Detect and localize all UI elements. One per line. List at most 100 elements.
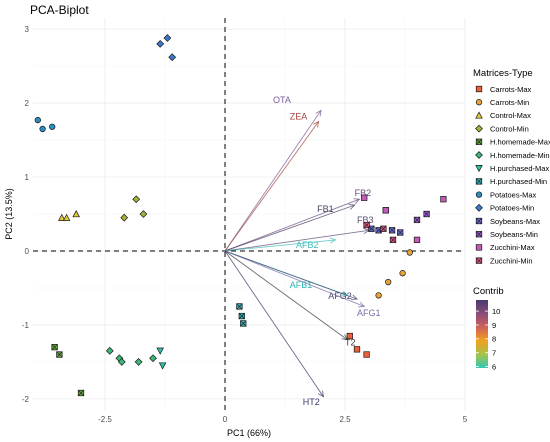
legend-entry: H.purchased-Min bbox=[475, 177, 547, 186]
x-axis-label: PC1 (66%) bbox=[227, 428, 271, 438]
data-point bbox=[51, 343, 58, 351]
legend-label: H.homemade-Min bbox=[490, 151, 550, 160]
legend-label: Zucchini-Min bbox=[490, 256, 533, 265]
y-tick-label: 1 bbox=[25, 173, 30, 182]
data-points bbox=[34, 34, 447, 397]
legend-title: Matrices-Type bbox=[473, 68, 533, 79]
variable-label-ota: OTA bbox=[273, 95, 291, 105]
data-point bbox=[238, 312, 245, 320]
legend-entry: Control-Max bbox=[475, 111, 531, 120]
y-tick-label: -1 bbox=[22, 321, 30, 330]
variable-arrow-afb2 bbox=[224, 237, 337, 252]
variable-label-fb3: FB3 bbox=[357, 215, 374, 225]
data-point bbox=[139, 210, 148, 218]
legend-key bbox=[475, 151, 483, 159]
legend-entry: Control-Min bbox=[475, 124, 529, 133]
legend-matrices-type: Matrices-Type Carrots-Max Carrots-Min Cont… bbox=[473, 68, 550, 265]
legend-entry: Zucchini-Min bbox=[475, 256, 533, 265]
legend-label: Carrots-Min bbox=[490, 98, 529, 107]
data-point bbox=[158, 362, 167, 370]
data-point bbox=[385, 278, 392, 286]
plot-panel: OTA ZEA FB2 FB1 FB3 AFB2 AFB1 AFG2 AFG1 T2 HT2 bbox=[33, 18, 466, 410]
legend-label: Carrots-Max bbox=[490, 85, 532, 94]
data-point bbox=[353, 346, 361, 353]
data-point bbox=[72, 210, 80, 218]
data-point bbox=[149, 354, 157, 363]
legend-label: Control-Min bbox=[490, 124, 529, 133]
data-point bbox=[399, 270, 406, 277]
data-point bbox=[236, 303, 243, 310]
data-point bbox=[382, 207, 389, 214]
variable-label-t2: T2 bbox=[345, 338, 356, 348]
legend-key bbox=[475, 203, 483, 212]
y-tick-label: -2 bbox=[22, 395, 30, 404]
data-point bbox=[156, 39, 165, 48]
data-point bbox=[120, 213, 129, 222]
data-point bbox=[58, 213, 66, 221]
variable-arrows: OTA ZEA FB2 FB1 FB3 AFB2 AFB1 AFG2 AFG1 T2 HT2 bbox=[224, 95, 381, 407]
legend-entry: H.purchased-Max bbox=[475, 164, 549, 173]
legend-key bbox=[475, 138, 483, 145]
legend-entries: Carrots-Max Carrots-Min Control-Max Control… bbox=[475, 85, 550, 265]
data-point bbox=[132, 195, 141, 204]
legend-key bbox=[475, 124, 483, 133]
contrib-tick-label: 6 bbox=[492, 362, 496, 371]
contrib-tick-label: 7 bbox=[492, 349, 496, 358]
data-point bbox=[389, 236, 397, 244]
chart-title: PCA-Biplot bbox=[30, 3, 89, 17]
data-point bbox=[34, 116, 41, 124]
variable-arrow-fb1 bbox=[224, 204, 356, 252]
legend-key bbox=[475, 111, 483, 119]
contrib-tick-label: 10 bbox=[492, 307, 500, 316]
variable-label-afb2: AFB2 bbox=[296, 240, 319, 250]
data-point bbox=[346, 332, 353, 340]
variable-arrow-fb2 bbox=[224, 198, 361, 252]
contrib-legend-title: Contrib bbox=[473, 286, 504, 297]
data-point bbox=[423, 210, 430, 218]
legend-key bbox=[475, 244, 483, 251]
variable-arrow-ota bbox=[224, 109, 322, 252]
legend-label: Soybeans-Min bbox=[490, 230, 538, 239]
y-tick-label: 3 bbox=[25, 25, 30, 34]
x-tick-label: 0 bbox=[223, 415, 228, 424]
legend-entry: Potatoes-Min bbox=[475, 203, 534, 213]
data-point bbox=[406, 249, 413, 256]
variable-arrow-afg1 bbox=[224, 250, 366, 308]
variable-arrow-afg2 bbox=[224, 250, 358, 301]
data-point bbox=[240, 320, 247, 327]
data-point bbox=[380, 225, 387, 232]
y-tick-label: 2 bbox=[25, 99, 30, 108]
legend-entry: Soybeans-Min bbox=[475, 230, 538, 239]
data-point bbox=[413, 216, 421, 224]
data-point bbox=[440, 196, 447, 203]
x-tick-label: -2.5 bbox=[98, 415, 112, 424]
variable-label-fb2: FB2 bbox=[355, 188, 372, 198]
variable-arrow-t2 bbox=[224, 250, 349, 341]
legend-label: H.purchased-Min bbox=[490, 177, 547, 186]
legend-key bbox=[475, 85, 483, 93]
legend-contrib: Contrib 6 7 8 9 10 bbox=[473, 286, 504, 371]
data-point bbox=[62, 213, 71, 221]
legend-label: H.purchased-Max bbox=[490, 164, 549, 173]
data-point bbox=[156, 347, 164, 355]
data-point bbox=[77, 389, 85, 397]
x-axis-ticks: -2.5 0 2.5 5 bbox=[98, 415, 468, 424]
data-point bbox=[49, 123, 56, 130]
contrib-colorbar bbox=[476, 300, 488, 368]
legend-label: Control-Max bbox=[490, 111, 531, 120]
legend-entry: Soybeans-Max bbox=[475, 217, 540, 226]
data-point bbox=[134, 358, 143, 366]
legend-key bbox=[475, 99, 483, 106]
variable-arrow-ht2 bbox=[224, 250, 324, 398]
legend-entry: Carrots-Min bbox=[475, 98, 529, 107]
legend-key bbox=[475, 231, 483, 238]
contrib-ticks: 6 7 8 9 10 bbox=[476, 307, 500, 371]
legend-label: Soybeans-Max bbox=[490, 217, 540, 226]
variable-label-zea: ZEA bbox=[290, 111, 308, 121]
variable-label-ht2: HT2 bbox=[303, 397, 320, 407]
legend-key bbox=[475, 178, 483, 185]
data-point bbox=[39, 125, 46, 133]
data-point bbox=[375, 292, 382, 299]
contrib-tick-label: 9 bbox=[492, 321, 496, 330]
